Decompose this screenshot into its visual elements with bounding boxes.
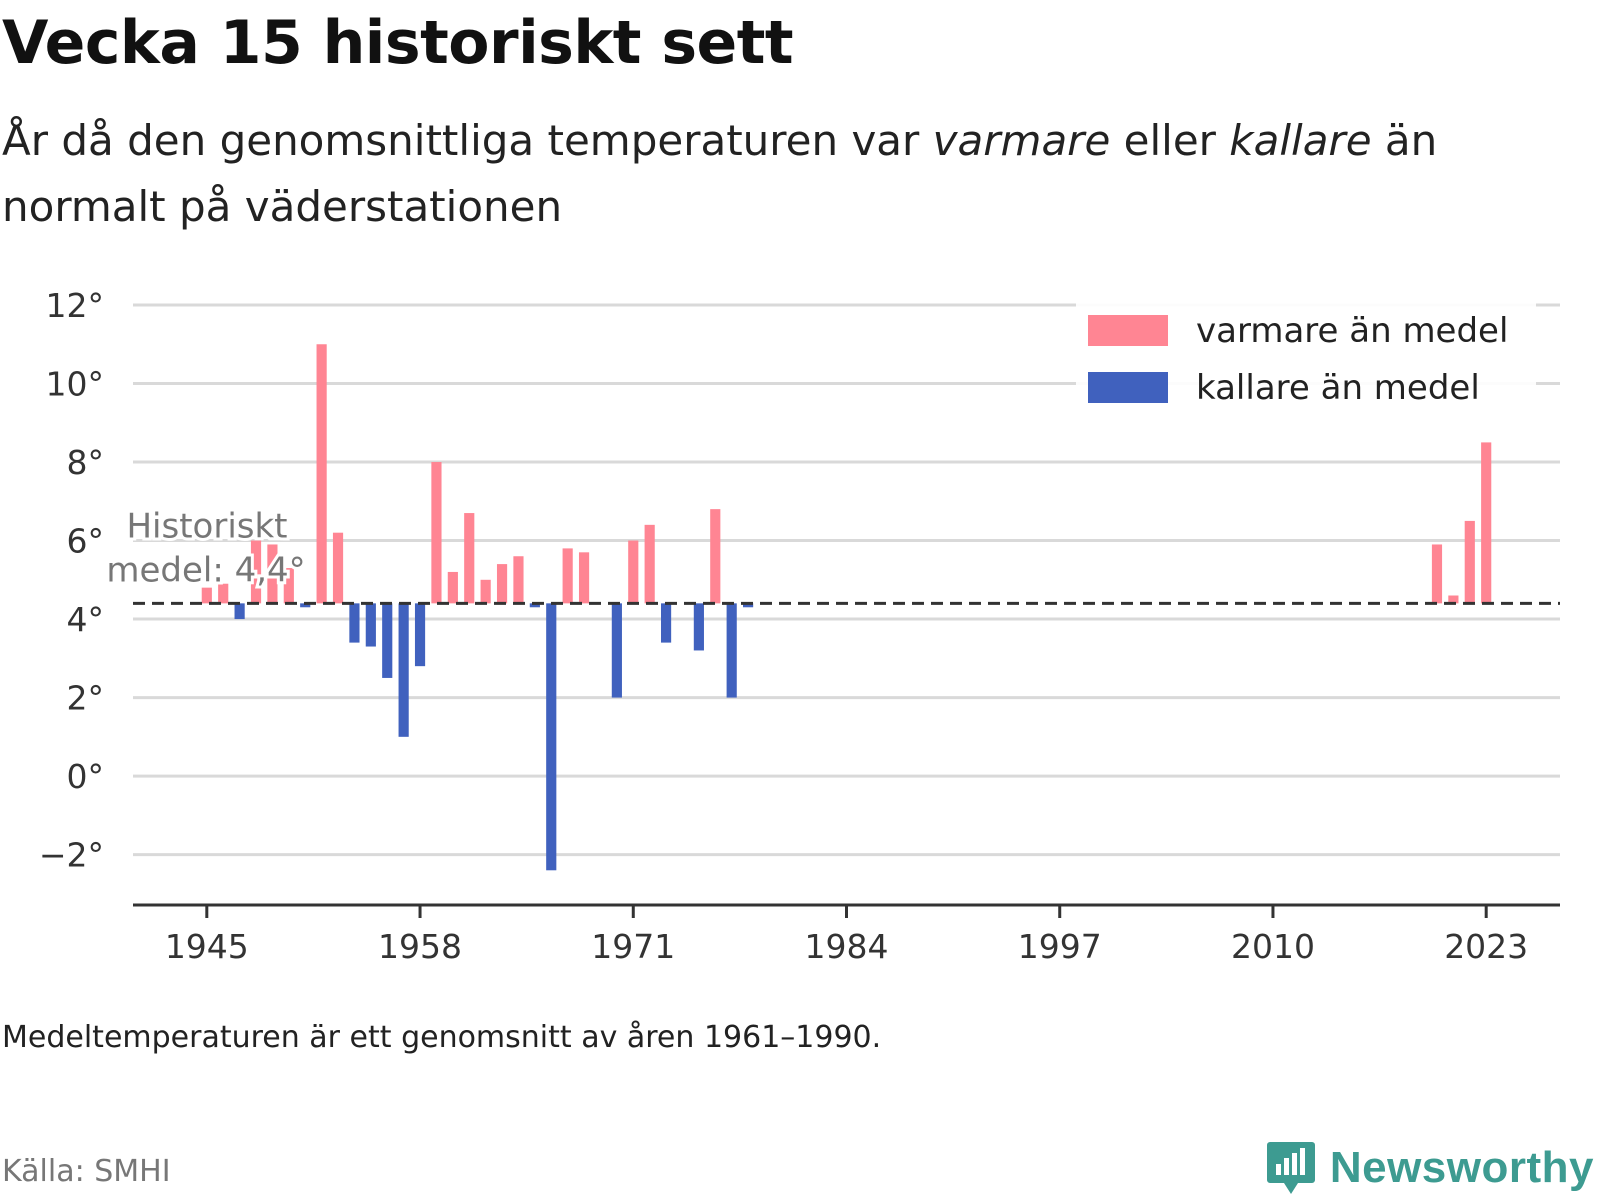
bar-warm <box>250 540 262 604</box>
bar-warm <box>480 579 491 604</box>
y-tick-label: 10° <box>46 365 105 404</box>
bar-cold <box>743 603 754 608</box>
y-tick-label: 2° <box>67 679 105 718</box>
reference-label: Historiskt medel: 4,4° <box>103 503 308 593</box>
bar-warm <box>464 513 475 604</box>
bar-cold <box>529 603 540 608</box>
bar-cold <box>365 603 376 647</box>
bar-warm <box>562 548 573 604</box>
legend-swatch-cold <box>1088 372 1168 403</box>
bar-warm <box>513 556 524 604</box>
bar-warm <box>1431 544 1443 604</box>
reference-label-line-2: medel: 4,4° <box>106 550 305 590</box>
subtitle-cold-word: kallare <box>1229 116 1372 165</box>
x-tick-label: 1984 <box>805 927 889 966</box>
bar-cold <box>382 603 393 678</box>
y-axis-ticks: 12° 10° 8° 6° 4° 2° 0° −2° <box>39 286 104 875</box>
bar-cold <box>300 603 311 608</box>
y-tick-label: 6° <box>67 522 105 561</box>
bar-cold <box>546 603 557 871</box>
bar-cold <box>726 603 737 698</box>
y-tick-label: 12° <box>46 286 105 325</box>
y-tick-label: −2° <box>39 836 104 875</box>
bar-cold <box>349 603 360 643</box>
legend-label-warm: varmare än medel <box>1196 311 1508 351</box>
y-tick-label: 4° <box>67 600 105 639</box>
subtitle-warm-word: varmare <box>932 116 1111 165</box>
subtitle-text-2: eller <box>1110 116 1230 165</box>
x-tick-label: 2010 <box>1231 927 1315 966</box>
newsworthy-logo-icon <box>1266 1142 1315 1194</box>
y-tick-label: 0° <box>67 757 105 796</box>
source-credit: Källa: SMHI <box>2 1154 171 1189</box>
bar-warm <box>1481 442 1492 604</box>
x-tick-label: 1971 <box>591 927 675 966</box>
x-tick-label: 1997 <box>1018 927 1102 966</box>
bar-warm <box>710 509 721 604</box>
bar-cold <box>660 603 672 643</box>
bar-warm <box>447 571 458 604</box>
bar-warm <box>496 564 508 604</box>
legend-swatch-warm <box>1088 315 1168 346</box>
bar-warm <box>218 583 229 604</box>
bar-cold <box>234 603 245 620</box>
reference-label-line-1: Historiskt <box>126 506 287 546</box>
bar-warm <box>1448 595 1459 604</box>
bar-warm <box>201 587 212 604</box>
bar-chart: 12° 10° 8° 6° 4° 2° 0° −2° Historiskt medel: 4,… <box>39 286 1560 966</box>
bar-warm <box>316 344 327 604</box>
bar-warm <box>628 540 639 604</box>
bar-warm <box>332 532 344 604</box>
chart-subtitle: År då den genomsnittliga temperaturen va… <box>2 108 1542 240</box>
bar-warm <box>283 568 294 604</box>
x-tick-label: 1958 <box>378 927 462 966</box>
bar-warm <box>644 524 655 604</box>
bar-warm <box>578 552 590 604</box>
bar-cold <box>693 603 704 651</box>
x-tick-label: 2023 <box>1444 927 1528 966</box>
subtitle-text-3: än normalt på väderstationen <box>2 116 1438 231</box>
footnote: Medeltemperaturen är ett genomsnitt av å… <box>2 1020 882 1055</box>
bar-cold <box>398 603 409 737</box>
bar-warm <box>431 462 442 604</box>
legend: varmare än medel kallare än medel <box>1076 292 1536 410</box>
bars <box>201 344 1492 871</box>
bar-cold <box>611 603 622 698</box>
brand[interactable]: Newsworthy <box>1266 1140 1594 1196</box>
bar-cold <box>414 603 426 667</box>
legend-label-cold: kallare än medel <box>1196 368 1480 408</box>
x-axis: 1945 1958 1971 1984 1997 2010 2023 <box>133 903 1560 966</box>
chart-title: Vecka 15 historiskt sett <box>2 8 794 78</box>
brand-name: Newsworthy <box>1329 1143 1594 1192</box>
y-tick-label: 8° <box>67 443 105 482</box>
x-tick-label: 1945 <box>165 927 249 966</box>
subtitle-text: År då den genomsnittliga temperaturen va… <box>2 116 933 165</box>
bar-warm <box>267 544 278 604</box>
bar-warm <box>1464 520 1475 604</box>
